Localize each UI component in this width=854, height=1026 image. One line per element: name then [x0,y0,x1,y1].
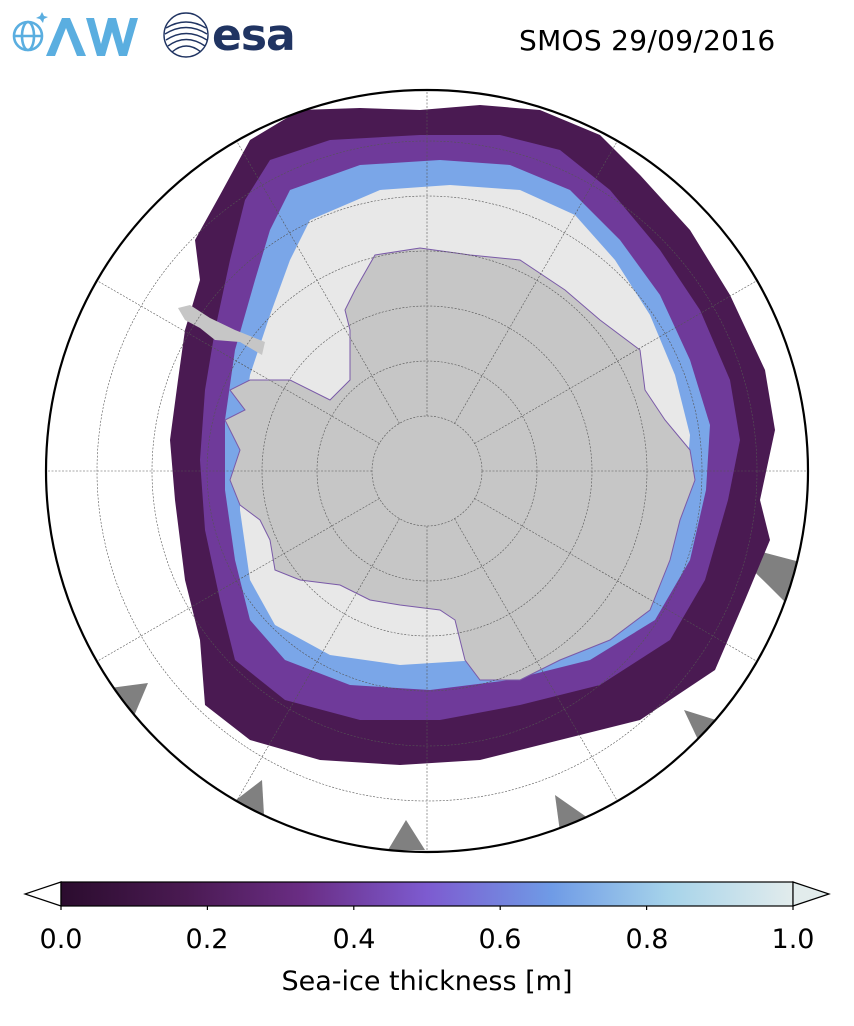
colorbar-tick-label: 0.8 [625,924,669,955]
polar-map [44,88,810,854]
header: esa SMOS 29/09/2016 [0,0,854,80]
colorbar-tick-label: 0.6 [478,924,522,955]
colorbar-tick-label: 1.0 [771,924,815,955]
awi-logo-icon [12,12,138,56]
colorbar-gradient [60,881,794,907]
colorbar-extend-high [792,881,831,907]
esa-wordmark: esa [212,10,296,61]
antarctica-landmass [224,247,696,681]
colorbar-tick-label: 0.4 [332,924,376,955]
colorbar-tick-label: 0.0 [39,924,83,955]
colorbar-ticks [60,906,794,910]
no-data-wedges [110,542,800,850]
colorbar-extend-low [23,881,62,907]
colorbar [23,881,831,910]
map-boundary [44,88,810,854]
antarctic-peninsula [178,305,265,355]
esa-logo-icon [163,12,209,58]
map-title: SMOS 29/09/2016 [519,24,776,57]
colorbar-tick-label: 0.2 [185,924,229,955]
graticule [46,90,808,852]
colorbar-label: Sea-ice thickness [m] [281,966,573,997]
